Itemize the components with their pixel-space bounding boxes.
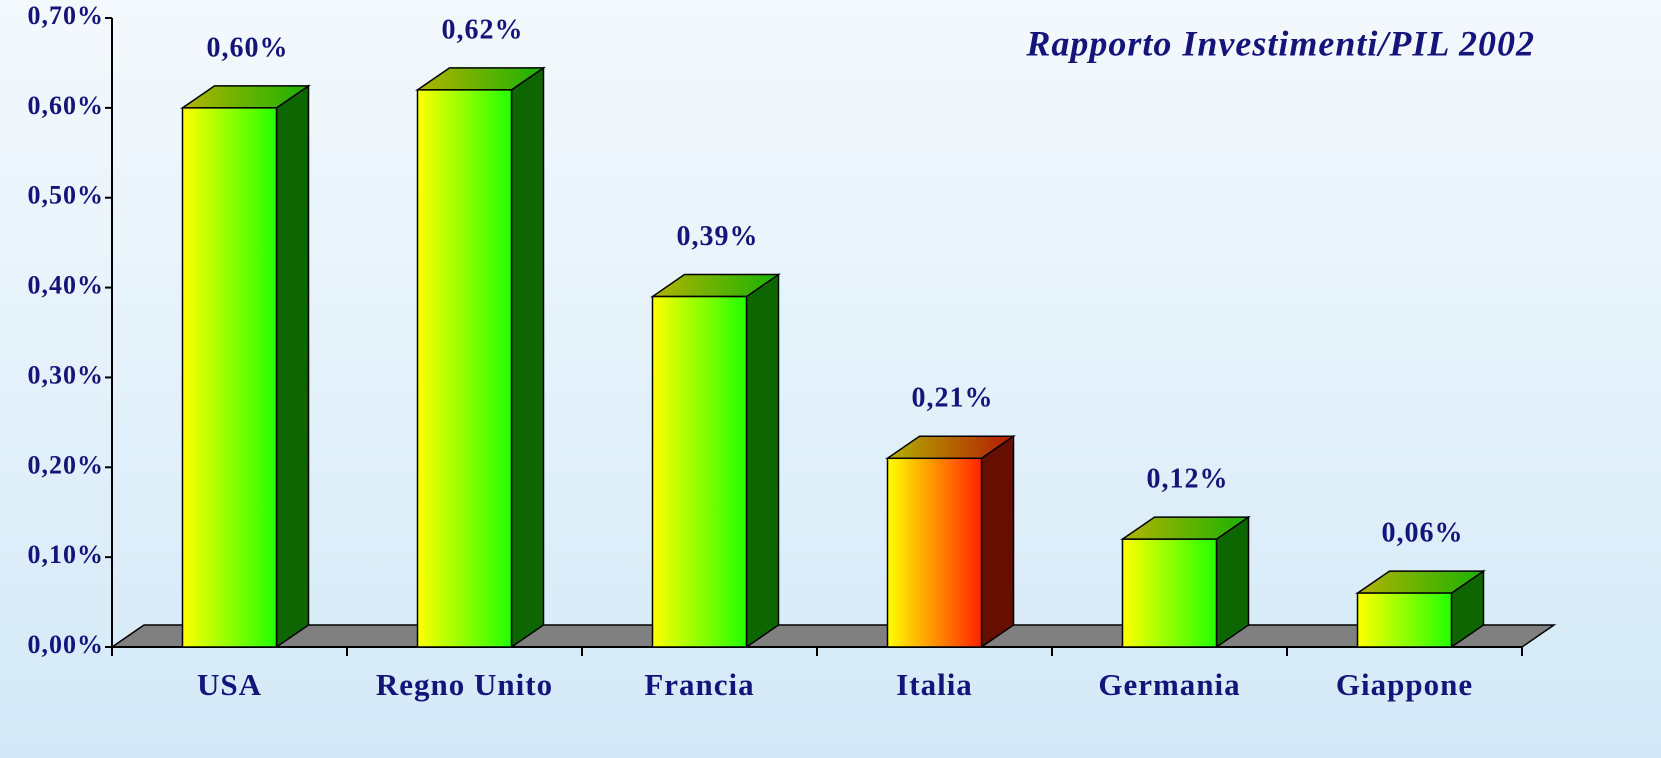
data-label: 0,06% xyxy=(1382,518,1464,549)
x-tick-label: Giappone xyxy=(1336,667,1473,702)
bar xyxy=(651,295,748,648)
floor xyxy=(109,624,1557,648)
bar xyxy=(1356,592,1453,648)
bar-side xyxy=(275,84,310,649)
y-tick-label: 0,70% xyxy=(28,1,105,30)
bar-side xyxy=(980,434,1015,649)
bar xyxy=(1121,538,1218,648)
data-label: 0,39% xyxy=(677,221,759,252)
data-label: 0,12% xyxy=(1147,464,1229,495)
bar-side xyxy=(510,66,545,649)
x-tick-label: Regno Unito xyxy=(376,667,553,702)
x-tick-label: Germania xyxy=(1098,667,1240,702)
y-tick-label: 0,10% xyxy=(28,540,105,569)
y-tick-label: 0,20% xyxy=(28,450,105,479)
bar-side xyxy=(745,273,780,649)
bar xyxy=(416,89,513,648)
y-tick-label: 0,30% xyxy=(28,360,105,389)
y-tick-label: 0,00% xyxy=(28,630,105,659)
y-tick-label: 0,60% xyxy=(28,91,105,120)
x-tick-label: Francia xyxy=(644,667,754,702)
y-tick-label: 0,40% xyxy=(28,271,105,300)
x-tick-label: USA xyxy=(197,667,262,702)
data-label: 0,62% xyxy=(442,14,524,45)
bar xyxy=(181,107,278,648)
bar xyxy=(886,457,983,648)
data-label: 0,60% xyxy=(207,32,289,63)
chart-title: Rapporto Investimenti/PIL 2002 xyxy=(1025,23,1535,63)
data-label: 0,21% xyxy=(912,383,994,414)
x-tick-label: Italia xyxy=(896,667,973,702)
y-tick-label: 0,50% xyxy=(28,181,105,210)
